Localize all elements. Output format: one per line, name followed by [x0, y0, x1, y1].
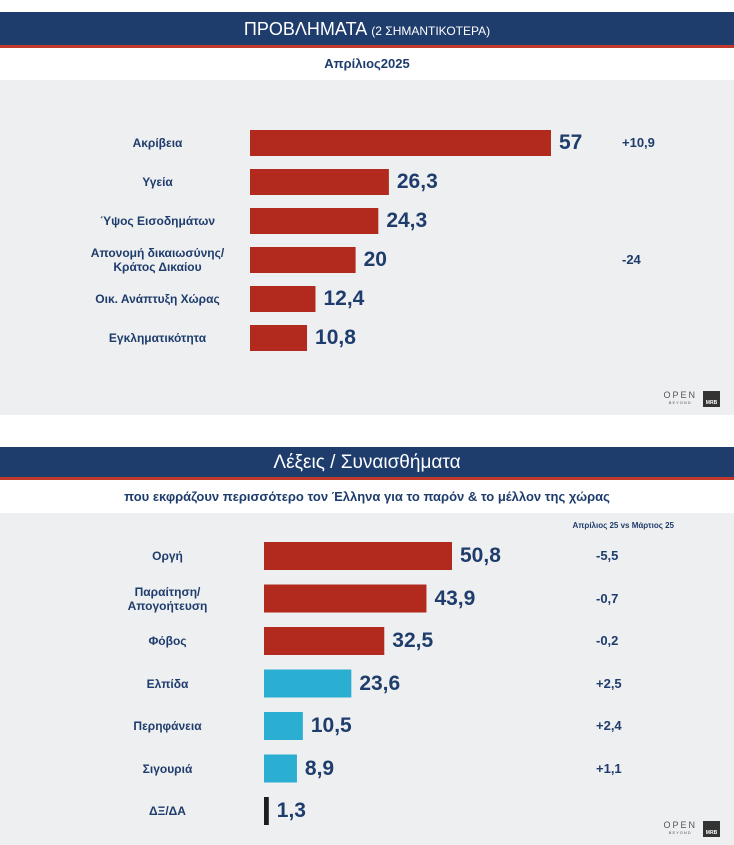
- bar-0: [250, 130, 551, 156]
- value-label-1: 43,9: [434, 586, 476, 610]
- open-logo: OPEN BEYOND: [663, 390, 697, 406]
- problems-subtitle: Απρίλιος2025: [0, 48, 734, 80]
- category-label-1: Υγεία: [142, 175, 173, 189]
- change-label-1: -0,7: [596, 590, 619, 606]
- change-label-2: -0,2: [596, 633, 619, 648]
- bar-5: [250, 325, 308, 351]
- problems-panel: ΠΡΟΒΛΗΜΑΤΑ (2 ΣΗΜΑΝΤΙΚΟΤΕΡΑ) Απρίλιος202…: [0, 12, 734, 415]
- bar-0: [264, 542, 452, 570]
- emotions-subtitle: που εκφράζουν περισσότερο τον Έλληνα για…: [0, 480, 734, 513]
- bar-3: [250, 247, 356, 273]
- open-logo-2: OPEN BEYOND: [663, 820, 697, 836]
- value-label-1: 26,3: [396, 170, 438, 193]
- value-label-5: 8,9: [304, 756, 335, 780]
- emotions-title: Λέξεις / Συναισθήματα: [273, 452, 461, 473]
- category-label-1: Παραίτηση/ Απογοήτευση: [127, 584, 208, 613]
- change-label-0: -5,5: [596, 548, 619, 563]
- bar-2: [264, 627, 385, 655]
- category-label-6: ΔΞ/ΔΑ: [149, 804, 186, 818]
- emotions-header: Λέξεις / Συναισθήματα: [0, 447, 734, 480]
- value-label-2: 24,3: [386, 209, 428, 232]
- value-label-2: 32,5: [392, 629, 434, 652]
- mrb-logo-2: MRB: [703, 821, 720, 837]
- value-label-3: 23,6: [359, 671, 401, 695]
- value-label-5: 10,8: [315, 326, 356, 349]
- bar-5: [264, 754, 297, 783]
- change-label-5: +1,1: [596, 760, 622, 776]
- value-label-4: 12,4: [323, 287, 365, 310]
- problems-chart: Ακρίβεια 57 +10,9 Υγεία 26,3 Ύψος Εισοδημάτων…: [0, 80, 734, 415]
- category-label-3: Απονομή δικαιωσύνης/ Κράτος Δικαίου: [90, 246, 225, 274]
- value-label-6: 1,3: [276, 799, 306, 822]
- mrb-logo: MRB: [703, 391, 720, 407]
- category-label-5: Εγκληματικότητα: [108, 331, 207, 345]
- bar-4: [250, 286, 316, 312]
- open-mrb-logo: OPEN BEYOND MRB: [663, 391, 720, 407]
- category-label-3: Ελπίδα: [146, 676, 189, 691]
- category-label-2: Φόβος: [148, 634, 187, 648]
- bar-3: [264, 669, 352, 698]
- change-label-3: -24: [622, 252, 641, 267]
- emotions-panel: Λέξεις / Συναισθήματα που εκφράζουν περι…: [0, 447, 734, 845]
- problems-title: ΠΡΟΒΛΗΜΑΤΑ: [243, 19, 367, 39]
- change-label-4: +2,4: [596, 718, 622, 733]
- category-label-4: Οικ. Ανάπτυξη Χώρας: [95, 292, 220, 306]
- change-label-0: +10,9: [622, 135, 655, 150]
- value-label-0: 57: [559, 131, 583, 154]
- emotions-chart: Απρίλιος 25 vs Μάρτιος 25 Οργή 50,8 -5,5 Πα…: [0, 513, 734, 845]
- bar-6: [264, 797, 269, 825]
- problems-bars: [250, 130, 551, 351]
- emotions-bars: [264, 542, 452, 825]
- category-label-5: Σιγουριά: [142, 761, 193, 776]
- open-mrb-logo-2: OPEN BEYOND MRB: [663, 821, 720, 837]
- value-label-0: 50,8: [460, 544, 501, 567]
- change-column-header: Απρίλιος 25 vs Μάρτιος 25: [572, 521, 674, 530]
- bar-1: [250, 169, 389, 195]
- problems-title-note: (2 ΣΗΜΑΝΤΙΚΟΤΕΡΑ): [371, 24, 491, 38]
- value-label-4: 10,5: [310, 714, 352, 737]
- value-label-3: 20: [363, 248, 387, 271]
- category-label-0: Οργή: [152, 549, 183, 563]
- bar-2: [250, 208, 379, 234]
- problems-header: ΠΡΟΒΛΗΜΑΤΑ (2 ΣΗΜΑΝΤΙΚΟΤΕΡΑ): [0, 12, 734, 48]
- category-label-4: Περηφάνεια: [133, 719, 202, 733]
- category-label-0: Ακρίβεια: [132, 136, 183, 150]
- change-label-3: +2,5: [596, 675, 622, 691]
- bar-4: [264, 712, 303, 740]
- category-label-2: Ύψος Εισοδημάτων: [99, 214, 216, 228]
- bar-1: [264, 584, 427, 613]
